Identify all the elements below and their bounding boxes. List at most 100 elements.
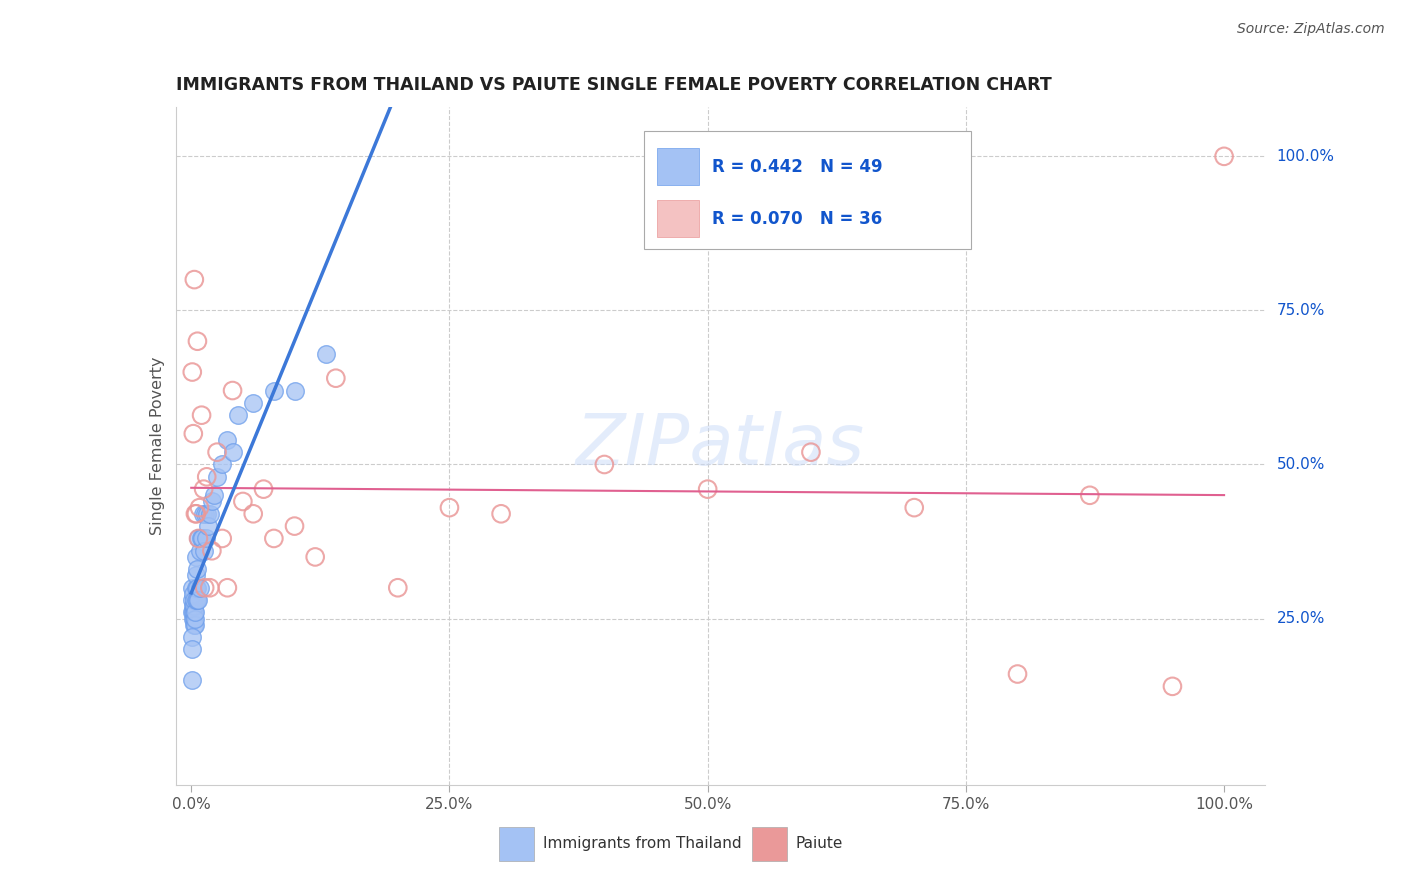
Point xyxy=(186,562,208,576)
Point xyxy=(181,642,204,657)
Point xyxy=(283,384,305,398)
Point xyxy=(186,568,208,582)
FancyBboxPatch shape xyxy=(658,200,699,237)
Point xyxy=(387,581,409,595)
Point xyxy=(194,581,217,595)
Point xyxy=(325,371,347,385)
FancyBboxPatch shape xyxy=(644,131,972,250)
Point xyxy=(186,549,208,564)
Point xyxy=(181,593,204,607)
Point xyxy=(188,500,211,515)
Point xyxy=(187,532,209,546)
Point xyxy=(217,581,239,595)
Point xyxy=(202,488,225,502)
Y-axis label: Single Female Poverty: Single Female Poverty xyxy=(149,357,165,535)
Point xyxy=(593,458,616,472)
Point xyxy=(181,673,204,688)
Point xyxy=(198,507,221,521)
Point xyxy=(181,606,204,620)
Point xyxy=(190,532,212,546)
FancyBboxPatch shape xyxy=(658,148,699,185)
Point xyxy=(181,426,204,441)
Point xyxy=(186,581,208,595)
Point xyxy=(696,482,718,496)
Point xyxy=(211,458,233,472)
Point xyxy=(181,365,204,379)
Point xyxy=(183,593,205,607)
Point xyxy=(315,346,337,360)
Point xyxy=(201,494,224,508)
Point xyxy=(194,507,217,521)
Point xyxy=(205,470,228,484)
Point xyxy=(191,507,214,521)
Point xyxy=(252,482,274,496)
Point xyxy=(186,507,208,521)
Point xyxy=(183,617,205,632)
Text: 75.0%: 75.0% xyxy=(1277,303,1324,318)
Point xyxy=(183,272,205,286)
Point xyxy=(183,606,205,620)
Point xyxy=(283,519,305,533)
Point xyxy=(221,445,243,459)
Point xyxy=(181,630,204,644)
Text: Immigrants from Thailand: Immigrants from Thailand xyxy=(543,837,741,851)
Text: R = 0.070   N = 36: R = 0.070 N = 36 xyxy=(711,210,882,227)
Point xyxy=(205,445,228,459)
Point xyxy=(187,593,209,607)
Point xyxy=(184,611,207,625)
Point xyxy=(190,532,212,546)
Point xyxy=(195,507,218,521)
Point xyxy=(193,543,215,558)
Point xyxy=(1213,149,1236,163)
Text: IMMIGRANTS FROM THAILAND VS PAIUTE SINGLE FEMALE POVERTY CORRELATION CHART: IMMIGRANTS FROM THAILAND VS PAIUTE SINGL… xyxy=(176,77,1052,95)
Point xyxy=(181,606,204,620)
Point xyxy=(194,532,217,546)
Point xyxy=(211,532,233,546)
Text: 100.0%: 100.0% xyxy=(1277,149,1334,164)
Point xyxy=(198,581,221,595)
Point xyxy=(183,611,205,625)
Point xyxy=(190,408,212,422)
Point xyxy=(186,593,208,607)
Text: Source: ZipAtlas.com: Source: ZipAtlas.com xyxy=(1237,22,1385,37)
Point xyxy=(226,408,249,422)
Point xyxy=(242,396,264,410)
Text: 50.0%: 50.0% xyxy=(1277,457,1324,472)
Point xyxy=(263,532,285,546)
Point xyxy=(903,500,925,515)
Text: ZIPatlas: ZIPatlas xyxy=(576,411,865,481)
Point xyxy=(181,611,204,625)
Point xyxy=(1007,667,1029,681)
Point xyxy=(183,599,205,614)
Point xyxy=(193,482,215,496)
Point xyxy=(181,599,204,614)
Point xyxy=(800,445,823,459)
Point xyxy=(184,606,207,620)
Point xyxy=(188,543,211,558)
Point xyxy=(187,532,209,546)
Point xyxy=(197,519,219,533)
Point xyxy=(304,549,326,564)
Point xyxy=(1078,488,1101,502)
Point xyxy=(181,587,204,601)
Point xyxy=(221,384,243,398)
Point xyxy=(181,581,204,595)
Text: Paiute: Paiute xyxy=(796,837,844,851)
Point xyxy=(1161,679,1184,693)
Point xyxy=(195,470,218,484)
Point xyxy=(439,500,461,515)
Point xyxy=(186,581,208,595)
Point xyxy=(489,507,512,521)
Point xyxy=(184,507,207,521)
Point xyxy=(232,494,254,508)
Point xyxy=(217,433,239,447)
Point xyxy=(186,593,208,607)
Text: R = 0.442   N = 49: R = 0.442 N = 49 xyxy=(711,158,883,176)
Point xyxy=(188,581,211,595)
Point xyxy=(186,334,208,349)
Point xyxy=(201,543,224,558)
Point xyxy=(184,617,207,632)
Point xyxy=(242,507,264,521)
Text: 25.0%: 25.0% xyxy=(1277,611,1324,626)
Point xyxy=(263,384,285,398)
